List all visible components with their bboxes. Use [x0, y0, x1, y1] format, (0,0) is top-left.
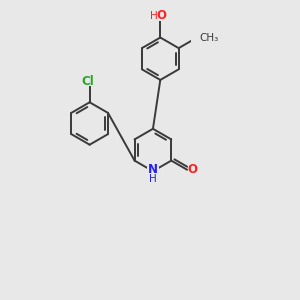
Text: H: H — [150, 11, 158, 21]
Text: O: O — [157, 9, 167, 22]
FancyBboxPatch shape — [149, 13, 164, 21]
Text: Cl: Cl — [82, 75, 94, 88]
FancyBboxPatch shape — [147, 167, 158, 176]
FancyBboxPatch shape — [191, 34, 207, 42]
Text: O: O — [188, 163, 197, 176]
Text: N: N — [148, 163, 158, 176]
Text: CH₃: CH₃ — [200, 33, 219, 43]
FancyBboxPatch shape — [188, 166, 196, 174]
Text: H: H — [149, 174, 157, 184]
FancyBboxPatch shape — [82, 78, 94, 86]
